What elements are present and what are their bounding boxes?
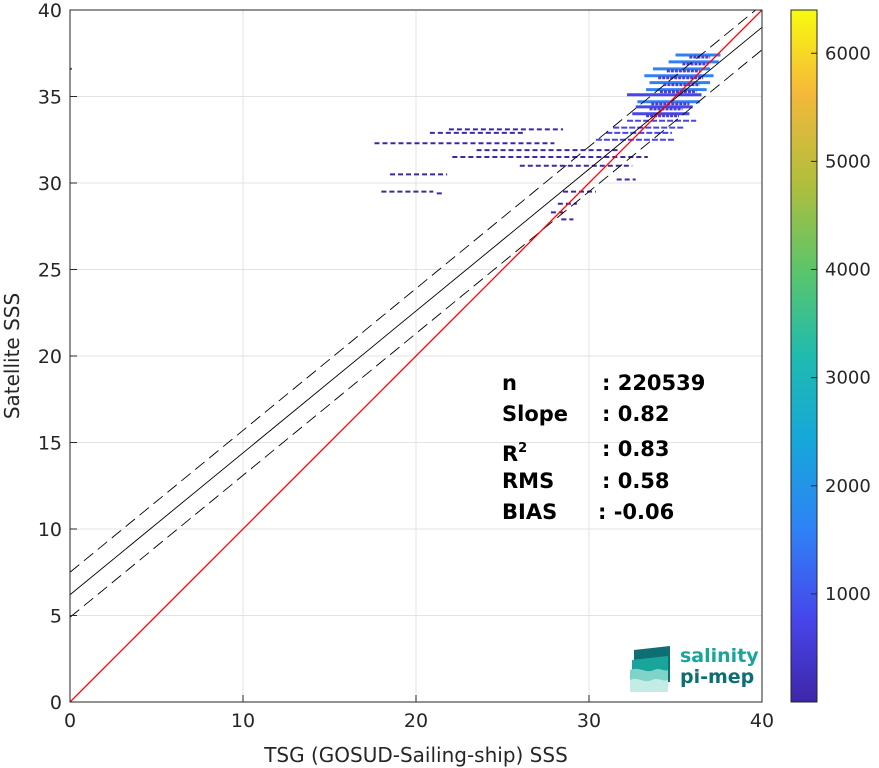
stat-bias-value: : -0.06 — [598, 500, 675, 524]
x-tick-label: 30 — [577, 710, 601, 732]
logo-line2: pi-mep — [680, 666, 755, 688]
stat-r2-value: : 0.83 — [602, 437, 670, 461]
logo-wave-icon — [630, 646, 670, 692]
colorbar-tick-label: 1000 — [825, 584, 871, 605]
identity-line — [70, 10, 762, 702]
x-tick-label: 0 — [64, 710, 76, 732]
x-tick-label: 10 — [231, 710, 255, 732]
y-tick-label: 35 — [38, 87, 62, 109]
colorbar-tick-label: 4000 — [825, 260, 871, 281]
fit-upper-dashed-line — [70, 10, 757, 573]
stat-r2-superscript: 2 — [518, 441, 528, 456]
x-tick-label: 20 — [404, 710, 428, 732]
stat-slope-value: : 0.82 — [602, 402, 670, 426]
colorbar-tick-label: 6000 — [825, 43, 871, 64]
fit-lower-dashed-line — [70, 49, 762, 618]
stat-rms-label: RMS — [502, 469, 555, 493]
salinity-pimep-logo: salinity pi-mep — [630, 640, 760, 692]
y-tick-label: 20 — [38, 346, 62, 368]
stat-bias-label: BIAS — [502, 500, 558, 524]
stat-rms-value: : 0.58 — [602, 469, 670, 493]
y-axis-label: Satellite SSS — [0, 293, 24, 419]
y-tick-label: 0 — [50, 692, 62, 714]
density-points — [70, 53, 721, 221]
y-tick-label: 15 — [38, 433, 62, 455]
x-axis-label: TSG (GOSUD-Sailing-ship) SSS — [263, 743, 568, 767]
colorbar — [790, 9, 818, 703]
logo-text-pimep: pi-mep — [680, 667, 754, 687]
colorbar-tick-label: 5000 — [825, 151, 871, 172]
stat-n-label: n — [502, 371, 517, 395]
stat-r2-base: R — [502, 442, 519, 466]
logo-text-salinity: salinity — [680, 646, 759, 666]
x-tick-label: 40 — [750, 710, 774, 732]
y-tick-label: 5 — [50, 606, 62, 628]
reference-lines — [70, 10, 762, 702]
axis-ticks: 0 10 20 30 40 0 5 10 15 20 25 30 35 40 — [38, 0, 774, 732]
stat-slope-label: Slope — [502, 402, 569, 426]
colorbar-ticks: 1000 2000 3000 4000 5000 6000 — [811, 43, 871, 605]
stat-r2-label: R2 — [502, 430, 527, 473]
y-tick-label: 25 — [38, 260, 62, 282]
y-tick-label: 40 — [38, 0, 62, 22]
colorbar-tick-label: 2000 — [825, 476, 871, 497]
y-tick-label: 30 — [38, 173, 62, 195]
colorbar-tick-label: 3000 — [825, 368, 871, 389]
logo-line1: salinity — [680, 645, 759, 667]
y-tick-label: 10 — [38, 519, 62, 541]
stat-n-value: : 220539 — [602, 371, 706, 395]
fit-line — [70, 26, 762, 596]
